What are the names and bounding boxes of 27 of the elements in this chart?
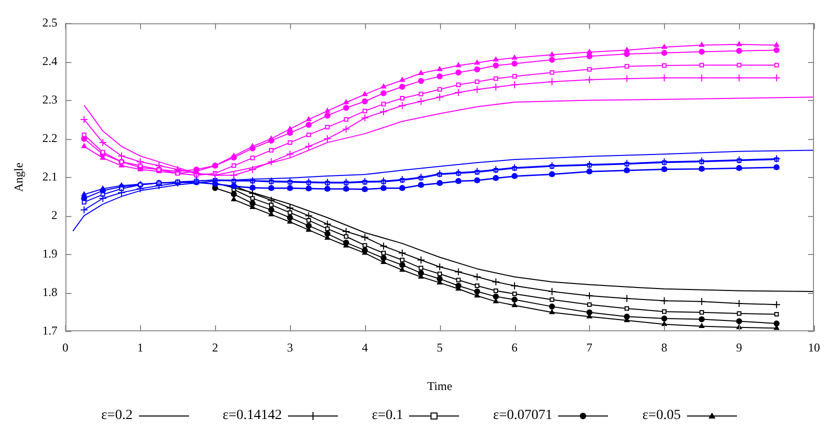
y-axis-title: Angle [11, 162, 26, 192]
x-axis-title: Time [427, 378, 452, 393]
legend-label: ε=0.2 [101, 408, 133, 424]
y-tick-label: 2.3 [42, 92, 58, 106]
y-tick-label: 1.7 [42, 323, 58, 338]
legend-label: ε=0.05 [642, 408, 681, 424]
y-tick-label: 2.5 [42, 15, 58, 30]
x-tick-label: 2 [212, 340, 218, 355]
x-tick-label: 4 [362, 340, 368, 355]
x-tick-label: 0 [62, 340, 68, 355]
legend-label: ε=0.14142 [222, 408, 282, 424]
x-tick-label: 10 [808, 340, 820, 355]
x-tick-label: 3 [286, 340, 293, 355]
x-tick-label: 5 [436, 340, 443, 355]
x-tick-label: 1 [137, 340, 144, 355]
y-tick-label: 1.9 [42, 246, 58, 260]
legend-label: ε=0.1 [372, 408, 404, 424]
y-tick-label: 2.4 [42, 54, 58, 68]
legend-label: ε=0.07071 [493, 408, 552, 424]
x-tick-label: 8 [661, 340, 668, 355]
y-tick-label: 1.8 [42, 284, 58, 299]
x-tick-label: 7 [586, 340, 592, 355]
x-tick-label: 9 [736, 340, 742, 355]
y-tick-label: 2.2 [42, 130, 58, 145]
y-tick-label: 2.1 [42, 169, 58, 184]
x-tick-label: 6 [512, 340, 518, 355]
y-tick-label: 2 [51, 208, 58, 222]
